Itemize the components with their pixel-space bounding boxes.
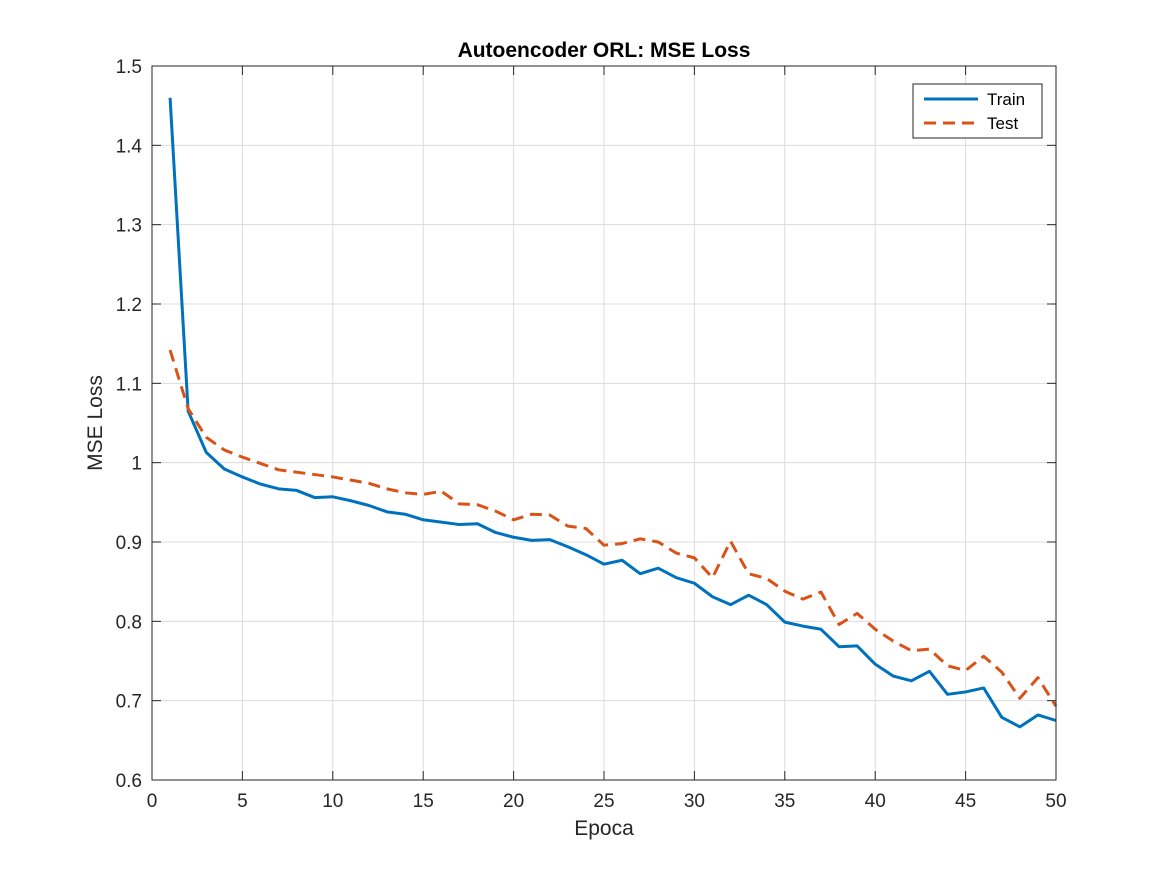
x-tick-label: 30 [684, 791, 705, 812]
x-tick-label: 40 [865, 791, 886, 812]
x-axis-label: Epoca [574, 817, 634, 840]
grid-lines [152, 66, 1056, 780]
y-axis-label: MSE Loss [84, 375, 107, 471]
x-tick-label: 0 [147, 791, 158, 812]
x-tick-label: 35 [774, 791, 795, 812]
x-tick-label: 20 [503, 791, 524, 812]
x-tick-label: 50 [1045, 791, 1066, 812]
x-tick-label: 45 [955, 791, 976, 812]
x-tick-label: 15 [413, 791, 434, 812]
chart-title: Autoencoder ORL: MSE Loss [458, 39, 751, 62]
y-tick-label: 1 [131, 454, 142, 475]
axis-ticks [151, 65, 1057, 781]
y-tick-label: 1.4 [116, 136, 143, 157]
legend-box [912, 83, 1043, 139]
y-tick-label: 1.3 [116, 216, 142, 237]
y-tick-label: 1.2 [116, 295, 142, 316]
legend-label-train: Train [987, 90, 1025, 109]
y-tick-label: 0.7 [116, 692, 142, 713]
y-tick-label: 0.6 [116, 771, 142, 792]
series-line-test [168, 349, 1058, 708]
y-tick-label: 0.8 [116, 612, 142, 633]
axis-tick-labels: 0 5 10 15 20 25 30 35 40 45 50 0.6 0.7 0.8 0.9 1 1.1 1.2 1… [116, 57, 1067, 812]
legend: Train Test [912, 83, 1043, 139]
series-layer [168, 97, 1058, 729]
x-tick-label: 25 [593, 791, 614, 812]
legend-label-test: Test [987, 114, 1018, 133]
y-tick-label: 0.9 [116, 533, 142, 554]
x-tick-label: 5 [237, 791, 248, 812]
series-line-train [168, 97, 1057, 729]
y-tick-label: 1.5 [116, 57, 142, 78]
y-tick-label: 1.1 [116, 374, 142, 395]
x-tick-label: 10 [322, 791, 343, 812]
